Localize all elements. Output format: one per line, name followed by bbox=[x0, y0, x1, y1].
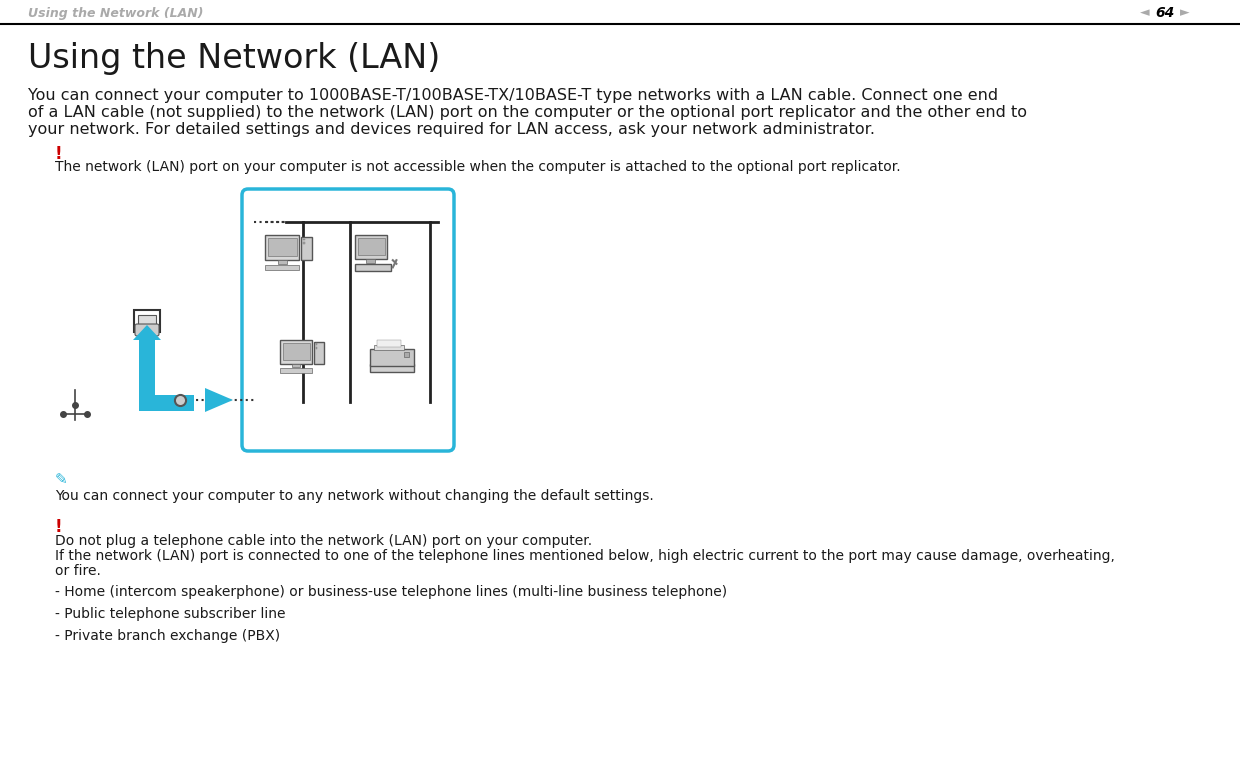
Text: ◄: ◄ bbox=[1141, 7, 1149, 20]
Bar bbox=[355, 235, 387, 260]
Polygon shape bbox=[133, 325, 161, 340]
Bar bbox=[134, 310, 160, 332]
Bar bbox=[303, 242, 305, 244]
Bar bbox=[265, 235, 299, 260]
Text: of a LAN cable (not supplied) to the network (LAN) port on the computer or the o: of a LAN cable (not supplied) to the net… bbox=[29, 105, 1027, 120]
Bar bbox=[291, 364, 300, 367]
Text: If the network (LAN) port is connected to one of the telephone lines mentioned b: If the network (LAN) port is connected t… bbox=[55, 549, 1115, 563]
Polygon shape bbox=[205, 388, 233, 412]
Bar bbox=[280, 340, 312, 364]
Bar bbox=[278, 260, 286, 264]
Bar bbox=[374, 345, 404, 350]
Bar bbox=[268, 238, 296, 256]
Text: The network (LAN) port on your computer is not accessible when the computer is a: The network (LAN) port on your computer … bbox=[55, 160, 900, 174]
Text: ✎: ✎ bbox=[55, 472, 68, 487]
Text: Using the Network (LAN): Using the Network (LAN) bbox=[29, 42, 440, 75]
Text: - Private branch exchange (PBX): - Private branch exchange (PBX) bbox=[55, 629, 280, 643]
Bar bbox=[314, 342, 324, 364]
Bar bbox=[355, 264, 391, 271]
Bar bbox=[138, 315, 156, 329]
Bar bbox=[139, 335, 155, 400]
Text: !: ! bbox=[55, 518, 63, 536]
Text: You can connect your computer to 1000BASE-T/100BASE-TX/10BASE-T type networks wi: You can connect your computer to 1000BAS… bbox=[29, 88, 998, 103]
FancyBboxPatch shape bbox=[242, 189, 454, 451]
Bar bbox=[265, 265, 299, 270]
Text: or fire.: or fire. bbox=[55, 564, 100, 578]
Bar bbox=[316, 343, 317, 345]
Text: your network. For detailed settings and devices required for LAN access, ask you: your network. For detailed settings and … bbox=[29, 122, 875, 137]
Bar bbox=[280, 368, 312, 373]
Bar bbox=[370, 348, 414, 366]
Bar bbox=[377, 340, 401, 347]
Bar bbox=[316, 347, 317, 348]
Bar bbox=[366, 260, 374, 263]
Bar bbox=[357, 238, 384, 255]
Bar bbox=[301, 237, 311, 260]
Bar bbox=[139, 395, 193, 411]
Bar bbox=[404, 352, 409, 357]
FancyBboxPatch shape bbox=[135, 324, 159, 336]
Bar bbox=[303, 238, 305, 241]
Bar bbox=[283, 342, 310, 360]
Text: Do not plug a telephone cable into the network (LAN) port on your computer.: Do not plug a telephone cable into the n… bbox=[55, 534, 593, 548]
Text: Using the Network (LAN): Using the Network (LAN) bbox=[29, 7, 203, 20]
Bar bbox=[370, 364, 414, 373]
Text: You can connect your computer to any network without changing the default settin: You can connect your computer to any net… bbox=[55, 489, 653, 503]
Text: - Public telephone subscriber line: - Public telephone subscriber line bbox=[55, 607, 285, 621]
Text: ►: ► bbox=[1180, 7, 1190, 20]
Text: !: ! bbox=[55, 145, 63, 163]
Text: 64: 64 bbox=[1156, 6, 1174, 20]
Text: - Home (intercom speakerphone) or business-use telephone lines (multi-line busin: - Home (intercom speakerphone) or busine… bbox=[55, 585, 727, 599]
